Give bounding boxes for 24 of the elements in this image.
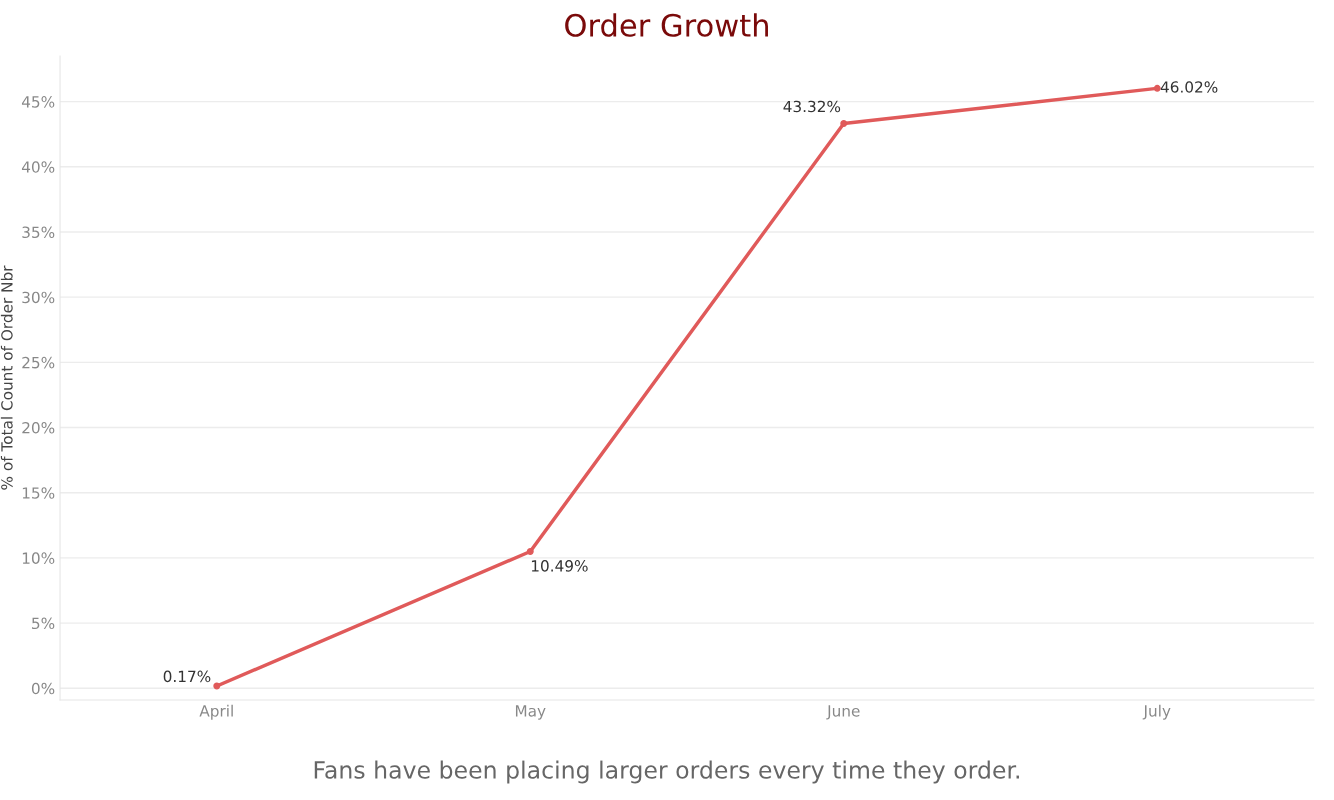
y-tick-label: 10% — [22, 552, 55, 564]
chart-title: Order Growth — [565, 13, 768, 37]
y-tick-label: 30% — [22, 291, 55, 304]
text: Fans have been placing larger orders every time they order. — [314, 760, 1019, 784]
data-label: 10.49% — [531, 560, 588, 572]
y-tick-label: 25% — [22, 356, 55, 369]
y-tick-label: 5% — [32, 617, 55, 630]
y-tick-label: 40% — [21, 161, 55, 173]
x-tick-label: July — [1142, 704, 1171, 720]
y-tick-label: 0% — [31, 682, 55, 695]
x-tick-label: May — [515, 705, 546, 720]
y-tick-label: 35% — [22, 226, 55, 239]
point — [840, 120, 848, 128]
point — [213, 682, 221, 690]
point — [526, 548, 534, 555]
data-label: 43.32% — [783, 100, 841, 113]
data-label: 0.17% — [163, 670, 211, 683]
data-label: 46.02% — [1160, 81, 1218, 93]
y-axis-title: % of Total Count of Order Nbr — [0, 265, 13, 490]
y-tick-label: 45% — [21, 96, 55, 108]
y-tick-label: 20% — [22, 422, 55, 434]
x-tick-label: April — [199, 704, 233, 720]
x-tick-label: June — [826, 705, 860, 720]
y-tick-label: 15% — [22, 487, 55, 499]
